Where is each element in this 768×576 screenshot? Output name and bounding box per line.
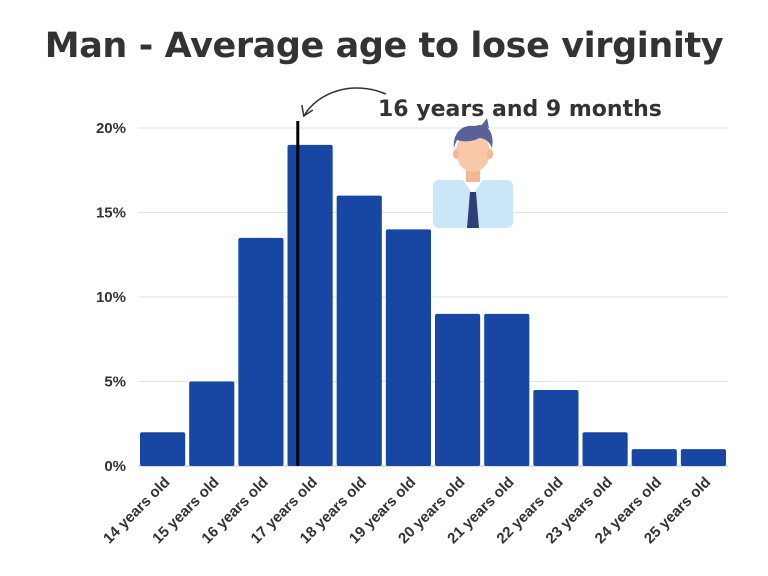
bar — [140, 432, 186, 466]
bar — [238, 237, 284, 466]
y-tick-label: 5% — [104, 374, 126, 391]
bar — [484, 313, 530, 466]
bar — [385, 229, 431, 466]
bar — [680, 449, 726, 466]
bar — [336, 195, 382, 466]
bar — [189, 381, 235, 466]
annotation-label: 16 years and 9 months — [378, 97, 662, 122]
chart-title: Man - Average age to lose virginity — [44, 26, 724, 66]
bar — [582, 432, 628, 466]
bar — [631, 449, 677, 466]
y-tick-label: 10% — [96, 289, 126, 306]
y-tick-label: 15% — [96, 205, 126, 222]
annotation-arrow — [303, 87, 387, 117]
y-tick-label: 20% — [96, 120, 126, 137]
man-avatar-icon — [433, 118, 513, 228]
bar — [435, 313, 481, 466]
y-tick-label: 0% — [104, 458, 126, 475]
bar — [533, 389, 579, 466]
y-axis-tick-labels: 0% 5% 10% 15% 20% — [96, 120, 126, 475]
bar — [287, 144, 333, 466]
annotation-arrowhead — [301, 104, 314, 118]
